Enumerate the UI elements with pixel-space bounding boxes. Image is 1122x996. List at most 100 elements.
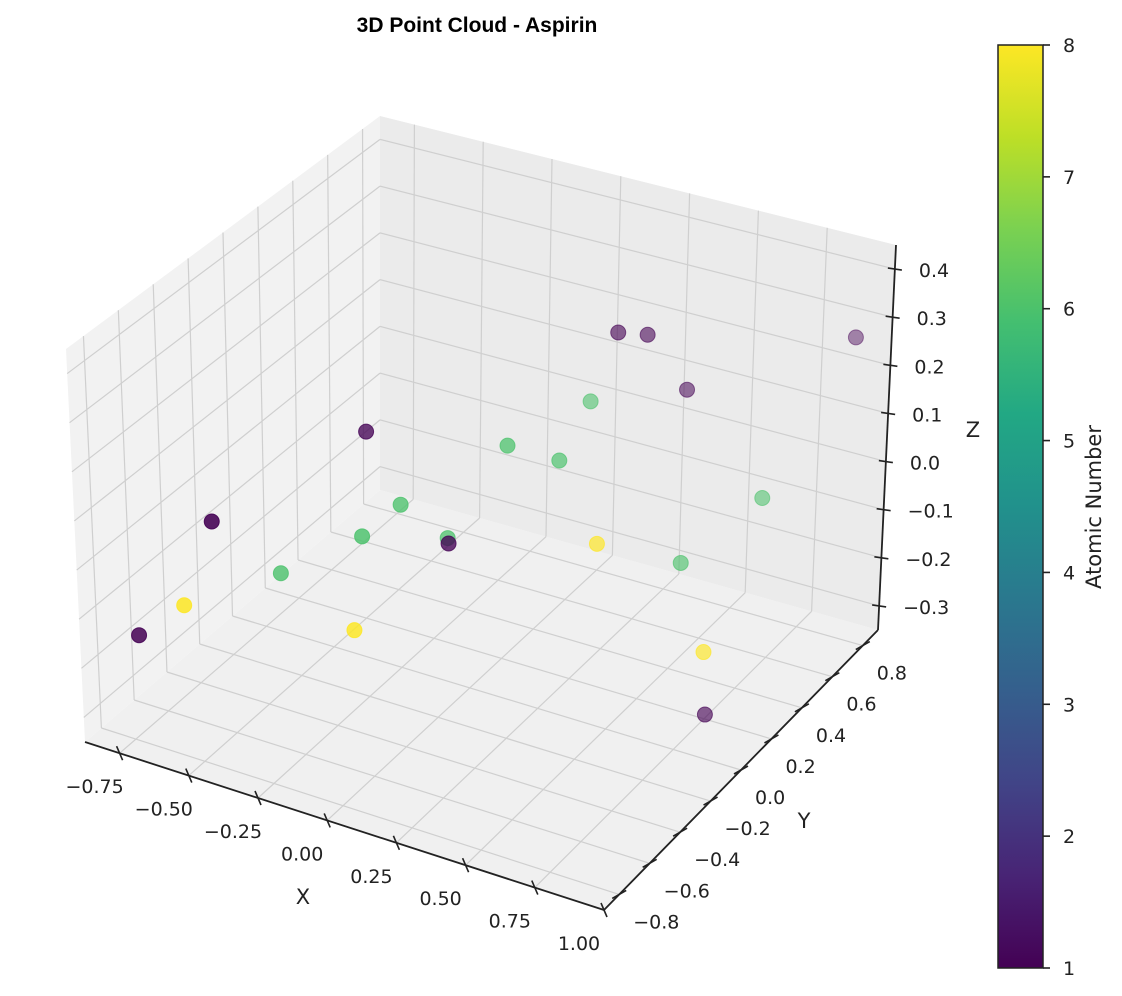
x-gridline — [811, 227, 828, 612]
z-tick-label: 0.4 — [919, 260, 949, 282]
y-tick — [733, 765, 749, 775]
x-tick-label: −0.25 — [204, 821, 262, 843]
z-tick — [881, 411, 896, 416]
z-axis-line — [877, 244, 897, 631]
z-tick-label: −0.1 — [908, 501, 954, 523]
colorbar-tick-label: 8 — [1063, 35, 1075, 57]
z-tick-label: 0.3 — [917, 308, 947, 330]
z-tick — [885, 315, 900, 319]
y-gridline — [257, 206, 266, 589]
scatter-point — [847, 329, 864, 346]
y-tick-label: 0.6 — [846, 694, 876, 716]
y-gridline — [232, 615, 742, 771]
z-tick — [874, 556, 889, 560]
x-tick — [461, 857, 470, 873]
x-tick-label: 0.50 — [419, 888, 461, 910]
y-tick — [642, 858, 658, 869]
z-gridline — [379, 279, 889, 415]
z-gridline — [69, 185, 381, 424]
y-gridline — [82, 336, 102, 729]
floor-pane — [85, 490, 878, 910]
x-tick-label: 0.00 — [281, 843, 323, 865]
y-gridline — [166, 671, 681, 833]
x-tick — [185, 768, 193, 783]
colorbar-tick-label: 3 — [1063, 694, 1075, 716]
scatter-point — [679, 381, 696, 398]
y-tick — [672, 827, 688, 837]
colorbar-tick-label: 2 — [1063, 826, 1075, 848]
scatter-point — [131, 627, 148, 644]
x-gridline — [545, 158, 553, 537]
y-tick-label: −0.6 — [664, 880, 710, 902]
scatter-point — [639, 326, 656, 343]
x-tick — [323, 813, 331, 828]
y-gridline — [133, 699, 650, 864]
z-axis-label: Z — [966, 418, 980, 442]
z-gridline — [83, 466, 381, 718]
z-gridline — [379, 185, 893, 318]
y-tick-label: −0.2 — [725, 818, 771, 840]
colorbar-tick-label: 4 — [1063, 562, 1075, 584]
scatter-point — [610, 324, 627, 341]
y-tick — [764, 734, 779, 744]
y-tick-label: 0.4 — [816, 725, 846, 747]
scatter-point — [754, 490, 771, 507]
z-tick-label: −0.3 — [903, 597, 949, 619]
y-tick-label: 0.8 — [877, 663, 907, 685]
z-gridline — [379, 325, 887, 463]
y-gridline — [187, 258, 201, 645]
z-tick — [887, 267, 902, 271]
scatter-point — [203, 513, 220, 530]
z-gridline — [379, 138, 896, 270]
z-gridline — [76, 325, 381, 571]
z-tick — [883, 363, 898, 368]
z-tick-label: 0.0 — [910, 453, 940, 475]
x-axis-label: X — [296, 885, 310, 909]
z-tick — [872, 604, 887, 608]
scatter-point — [392, 496, 409, 513]
x-tick-label: 0.25 — [350, 866, 392, 888]
z-gridline — [71, 232, 381, 473]
z-gridline — [379, 419, 882, 559]
scatter-point — [272, 565, 289, 582]
axis-ticks: −0.75 −0.50 −0.25 0.00 0.25 0.50 0.75 1.00 −0.8 −… — [65, 260, 953, 955]
scatter-point — [176, 597, 193, 614]
scatter-point — [582, 393, 599, 410]
y-tick — [824, 671, 840, 682]
scatter-point — [588, 535, 605, 552]
y-gridline — [297, 559, 803, 709]
y-tick-label: −0.4 — [694, 849, 740, 871]
z-gridline — [379, 232, 891, 366]
x-tick — [115, 745, 124, 761]
y-gridline — [327, 154, 332, 533]
y-tick — [703, 796, 718, 806]
z-tick — [878, 459, 893, 464]
z-tick — [876, 507, 891, 512]
x-tick-label: 1.00 — [558, 933, 600, 955]
colorbar-ticks: 1 2 3 4 5 6 7 8 — [1043, 35, 1075, 980]
y-gridline — [363, 503, 863, 647]
scatter-point — [696, 706, 713, 723]
y-tick — [794, 703, 810, 713]
y-gridline — [101, 727, 620, 896]
x-gridline — [412, 124, 415, 500]
z-tick-label: 0.2 — [914, 356, 944, 378]
scatter-point — [354, 528, 371, 545]
x-tick-label: 0.75 — [489, 911, 531, 933]
z-gridline — [379, 372, 884, 511]
scatter-point — [358, 423, 375, 440]
x-tick — [600, 902, 608, 918]
z-gridline — [73, 279, 381, 522]
scatter-points — [131, 324, 864, 723]
scatter-point — [672, 554, 689, 571]
x-tick-label: −0.50 — [135, 799, 193, 821]
y-tick-label: 0.2 — [785, 756, 815, 778]
x-axis-line — [84, 741, 605, 911]
z-tick-label: 0.1 — [912, 404, 942, 426]
z-gridline — [379, 466, 880, 607]
scatter-point — [346, 622, 363, 639]
y-tick-label: −0.8 — [633, 911, 679, 933]
scatter-point — [695, 644, 712, 661]
x-gridline — [744, 210, 759, 593]
